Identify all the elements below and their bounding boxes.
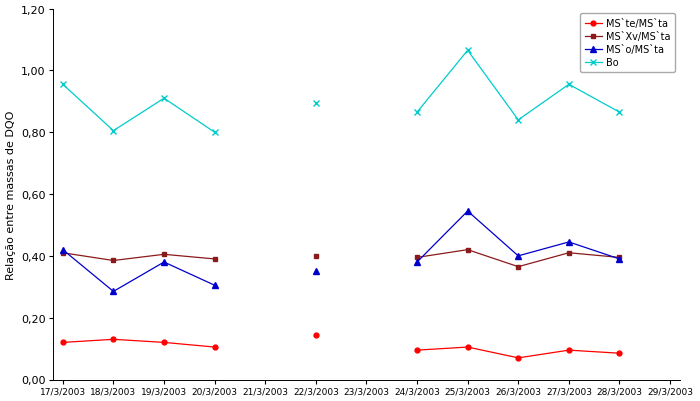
MS`te/MS`ta — [59, 340, 67, 345]
MS`te/MS`ta — [160, 340, 168, 345]
Bo — [109, 129, 118, 134]
MS`o/MS`ta — [109, 289, 118, 294]
Legend: MS`te/MS`ta, MS`Xv/MS`ta, MS`o/MS`ta, Bo: MS`te/MS`ta, MS`Xv/MS`ta, MS`o/MS`ta, Bo — [580, 14, 676, 73]
MS`o/MS`ta — [211, 283, 219, 288]
MS`o/MS`ta — [59, 248, 67, 253]
Line: MS`te/MS`ta: MS`te/MS`ta — [60, 337, 217, 350]
Y-axis label: Relação entre massas de DQO: Relação entre massas de DQO — [6, 110, 15, 279]
Bo — [59, 83, 67, 87]
MS`Xv/MS`ta — [160, 252, 168, 257]
Bo — [211, 130, 219, 135]
Bo — [160, 97, 168, 101]
MS`Xv/MS`ta — [211, 257, 219, 262]
Line: Bo: Bo — [60, 82, 218, 136]
MS`te/MS`ta — [109, 337, 118, 342]
Line: MS`Xv/MS`ta: MS`Xv/MS`ta — [60, 251, 217, 263]
MS`Xv/MS`ta — [109, 258, 118, 263]
MS`Xv/MS`ta — [59, 251, 67, 255]
MS`o/MS`ta — [160, 260, 168, 265]
MS`te/MS`ta — [211, 345, 219, 350]
Line: MS`o/MS`ta: MS`o/MS`ta — [60, 247, 218, 294]
